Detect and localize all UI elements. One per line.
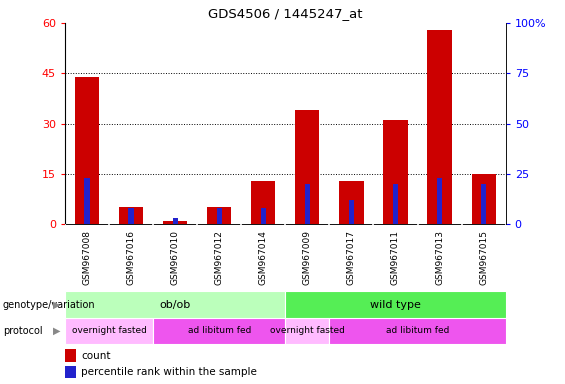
- Text: GSM967015: GSM967015: [479, 230, 488, 285]
- Text: ad libitum fed: ad libitum fed: [386, 326, 449, 335]
- Text: ▶: ▶: [53, 300, 60, 310]
- Text: GSM967011: GSM967011: [391, 230, 400, 285]
- Bar: [216, 208, 222, 224]
- Text: GSM967014: GSM967014: [259, 230, 268, 285]
- Bar: [472, 174, 496, 224]
- Bar: [340, 180, 363, 224]
- Text: GSM967010: GSM967010: [171, 230, 180, 285]
- Bar: [163, 221, 187, 224]
- Bar: [349, 200, 354, 224]
- Text: overnight fasted: overnight fasted: [72, 326, 146, 335]
- Bar: [128, 208, 134, 224]
- Bar: [285, 318, 329, 344]
- Bar: [393, 184, 398, 224]
- Bar: [75, 77, 99, 224]
- Bar: [65, 349, 76, 362]
- Bar: [251, 180, 275, 224]
- Text: overnight fasted: overnight fasted: [270, 326, 345, 335]
- Text: ad libitum fed: ad libitum fed: [188, 326, 251, 335]
- Text: count: count: [81, 351, 111, 361]
- Bar: [437, 178, 442, 224]
- Bar: [295, 110, 319, 224]
- Text: percentile rank within the sample: percentile rank within the sample: [81, 367, 257, 377]
- Bar: [65, 318, 153, 344]
- Bar: [119, 207, 143, 224]
- Bar: [84, 178, 90, 224]
- Bar: [172, 218, 178, 224]
- Bar: [285, 291, 506, 318]
- Text: ▶: ▶: [53, 326, 60, 336]
- Text: ob/ob: ob/ob: [159, 300, 191, 310]
- Bar: [65, 291, 285, 318]
- Text: GSM967013: GSM967013: [435, 230, 444, 285]
- Text: genotype/variation: genotype/variation: [3, 300, 95, 310]
- Bar: [65, 366, 76, 379]
- Text: GSM967016: GSM967016: [127, 230, 136, 285]
- Text: protocol: protocol: [3, 326, 42, 336]
- Text: wild type: wild type: [370, 300, 421, 310]
- Bar: [384, 120, 407, 224]
- Text: GSM967017: GSM967017: [347, 230, 356, 285]
- Bar: [207, 207, 231, 224]
- Title: GDS4506 / 1445247_at: GDS4506 / 1445247_at: [208, 7, 363, 20]
- Bar: [428, 30, 451, 224]
- Bar: [260, 208, 266, 224]
- Text: GSM967012: GSM967012: [215, 230, 224, 285]
- Bar: [305, 184, 310, 224]
- Bar: [481, 184, 486, 224]
- Text: GSM967008: GSM967008: [82, 230, 92, 285]
- Bar: [153, 318, 285, 344]
- Text: GSM967009: GSM967009: [303, 230, 312, 285]
- Bar: [329, 318, 506, 344]
